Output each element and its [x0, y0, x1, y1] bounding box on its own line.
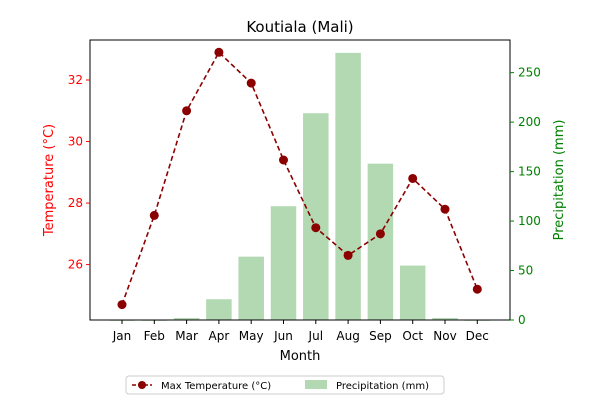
y-left-tick-label: 26	[68, 258, 83, 272]
temperature-point-oct	[408, 173, 418, 183]
temperature-line	[117, 47, 482, 310]
bar-mar	[173, 318, 200, 320]
x-tick-label: May	[239, 329, 264, 343]
y-right-tick-label: 250	[518, 66, 541, 80]
bar-sep	[367, 163, 394, 320]
bar-aug	[335, 52, 361, 321]
y-right-tick-label: 150	[518, 165, 541, 179]
legend: Max Temperature (°C) Precipitation (mm)	[125, 375, 445, 395]
bar-may	[238, 256, 264, 320]
x-tick-label: Nov	[433, 329, 456, 343]
temperature-point-aug	[343, 250, 353, 260]
y-axis-right-label: Precipitation (mm)	[552, 120, 567, 241]
bar-jun	[270, 206, 297, 320]
x-axis-label: Month	[280, 349, 321, 364]
legend-bar-swatch	[305, 380, 327, 389]
legend-box	[125, 375, 445, 395]
temperature-point-apr	[214, 47, 224, 57]
bar-oct	[399, 265, 426, 320]
precipitation-bars	[109, 52, 491, 321]
legend-line-marker	[138, 381, 146, 389]
bar-nov	[432, 318, 458, 320]
legend-label-temperature: Max Temperature (°C)	[161, 381, 271, 392]
y-right-tick-label: 200	[518, 115, 541, 129]
y-right-tick-label: 50	[518, 264, 533, 278]
y-axis-left-label: Temperature (°C)	[42, 124, 57, 237]
y-right-tick-label: 100	[518, 214, 541, 228]
x-tick-label: Apr	[209, 329, 230, 343]
y-left-tick-label: 32	[68, 73, 83, 87]
temperature-point-nov	[440, 204, 450, 214]
x-tick-label: Jul	[308, 329, 323, 343]
y-axis-right: 0 50 100 150 200 250	[510, 66, 541, 327]
temperature-point-dec	[472, 284, 482, 294]
plot-frame	[89, 39, 511, 321]
y-axis-left: 26 28 30 32	[68, 73, 90, 272]
x-tick-label: Feb	[144, 329, 165, 343]
y-left-tick-label: 30	[68, 135, 83, 149]
x-tick-label: Jun	[273, 329, 293, 343]
temperature-point-jul	[311, 223, 321, 233]
x-tick-label: Jan	[112, 329, 132, 343]
temperature-point-may	[246, 78, 256, 88]
x-tick-label: Aug	[336, 329, 359, 343]
x-tick-label: Sep	[369, 329, 392, 343]
x-tick-label: Oct	[402, 329, 423, 343]
x-tick-label: Dec	[466, 329, 489, 343]
temperature-point-jan	[117, 300, 127, 310]
legend-label-precipitation: Precipitation (mm)	[336, 381, 429, 392]
temperature-point-mar	[182, 106, 192, 116]
y-right-tick-label: 0	[518, 313, 526, 327]
bar-jul	[303, 113, 329, 320]
chart-title: Koutiala (Mali)	[246, 18, 353, 36]
temperature-series-line	[121, 51, 479, 305]
y-left-tick-label: 28	[68, 196, 83, 210]
x-tick-label: Mar	[175, 329, 198, 343]
temperature-point-feb	[149, 210, 159, 220]
temperature-point-jun	[279, 155, 288, 165]
temperature-point-sep	[375, 229, 385, 239]
x-axis: Jan Feb Mar Apr May Jun Jul Aug Sep Oct Nov Dec	[112, 320, 489, 343]
bar-apr	[206, 299, 232, 320]
